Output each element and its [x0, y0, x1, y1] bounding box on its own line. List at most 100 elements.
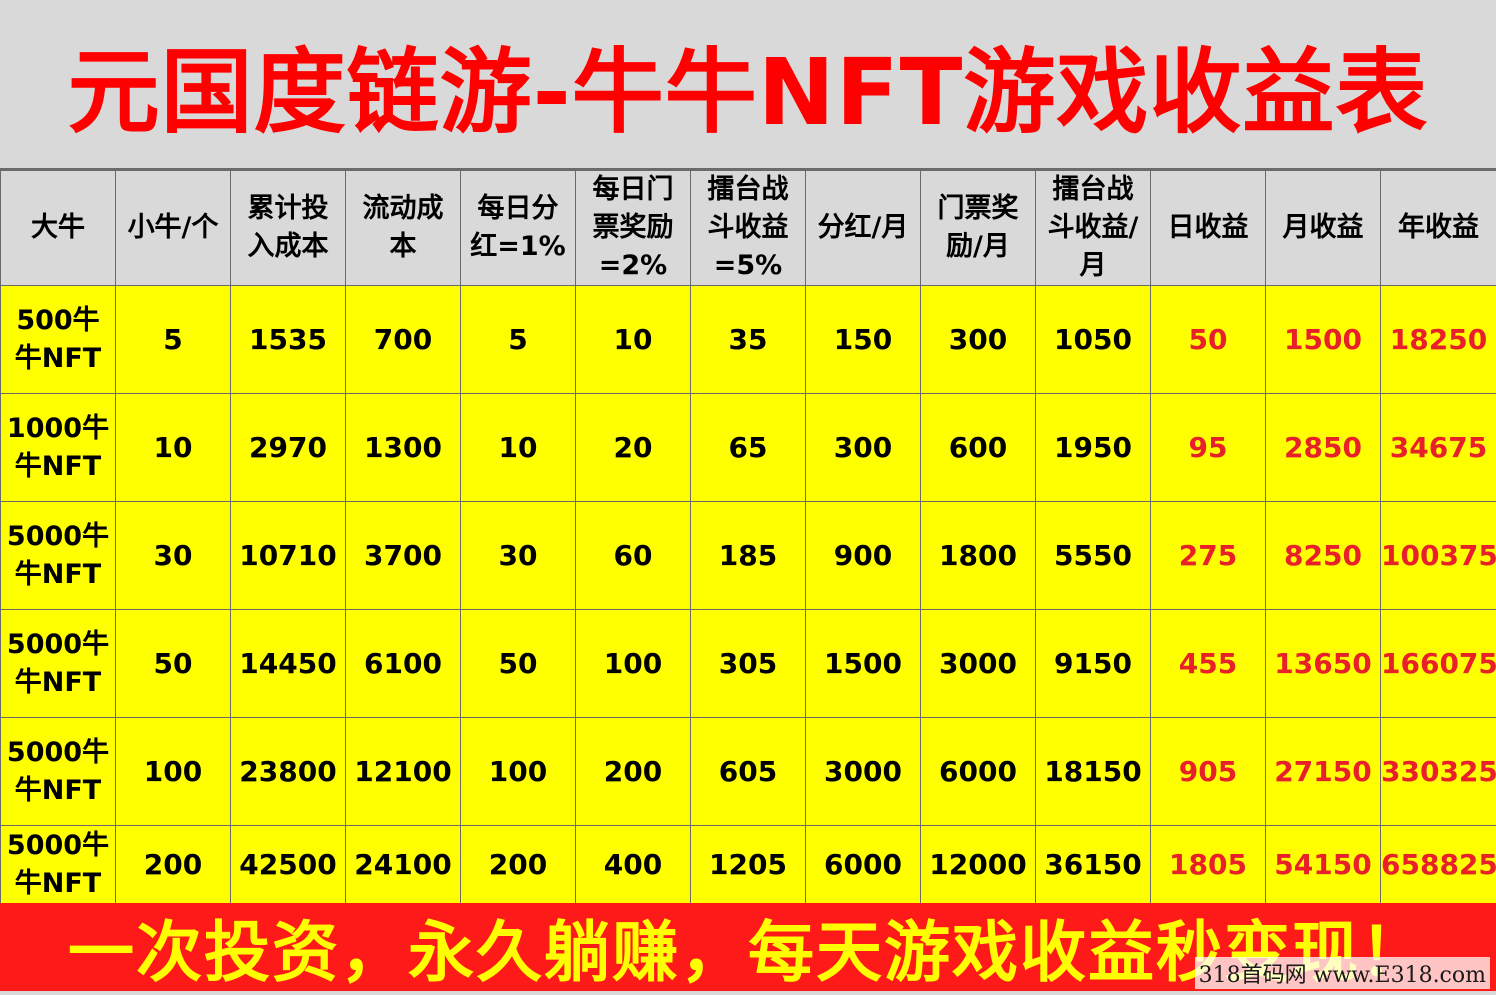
table-cell: 18150: [1036, 718, 1151, 826]
table-cell: 35: [691, 286, 806, 394]
table-cell: 24100: [346, 826, 461, 904]
table-cell: 3000: [806, 718, 921, 826]
table-cell: 9150: [1036, 610, 1151, 718]
table-cell: 95: [1151, 394, 1266, 502]
table-cell: 500牛牛NFT: [1, 286, 116, 394]
table-cell: 200: [576, 718, 691, 826]
column-header: 月收益: [1266, 171, 1381, 286]
table-cell: 5: [116, 286, 231, 394]
table-cell: 6100: [346, 610, 461, 718]
table-cell: 27150: [1266, 718, 1381, 826]
table-cell: 50: [1151, 286, 1266, 394]
table-cell: 400: [576, 826, 691, 904]
table-cell: 12100: [346, 718, 461, 826]
column-header: 日收益: [1151, 171, 1266, 286]
table-cell: 5: [461, 286, 576, 394]
table-cell: 10: [576, 286, 691, 394]
table-cell: 300: [806, 394, 921, 502]
table-cell: 600: [921, 394, 1036, 502]
table-cell: 905: [1151, 718, 1266, 826]
table-cell: 166075: [1381, 610, 1496, 718]
table-cell: 150: [806, 286, 921, 394]
table-cell: 12000: [921, 826, 1036, 904]
table-cell: 275: [1151, 502, 1266, 610]
table-cell: 20: [576, 394, 691, 502]
table-cell: 1300: [346, 394, 461, 502]
table-cell: 5000牛牛NFT: [1, 610, 116, 718]
table-cell: 14450: [231, 610, 346, 718]
column-header: 擂台战斗收益=5%: [691, 171, 806, 286]
title-band: 元国度链游-牛牛NFT游戏收益表: [0, 0, 1496, 170]
table-cell: 900: [806, 502, 921, 610]
table-cell: 185: [691, 502, 806, 610]
table-cell: 5000牛牛NFT: [1, 718, 116, 826]
column-header: 擂台战斗收益/月: [1036, 171, 1151, 286]
table-cell: 605: [691, 718, 806, 826]
table-cell: 2970: [231, 394, 346, 502]
table-cell: 13650: [1266, 610, 1381, 718]
table-cell: 30: [461, 502, 576, 610]
table-cell: 50: [461, 610, 576, 718]
table-cell: 1950: [1036, 394, 1151, 502]
table-cell: 330325: [1381, 718, 1496, 826]
table-cell: 1500: [806, 610, 921, 718]
table-cell: 42500: [231, 826, 346, 904]
table-cell: 300: [921, 286, 1036, 394]
table-cell: 60: [576, 502, 691, 610]
table-cell: 65: [691, 394, 806, 502]
table-cell: 455: [1151, 610, 1266, 718]
table-cell: 50: [116, 610, 231, 718]
table-cell: 36150: [1036, 826, 1151, 904]
table-cell: 54150: [1266, 826, 1381, 904]
table-cell: 10710: [231, 502, 346, 610]
table-cell: 2850: [1266, 394, 1381, 502]
table-cell: 6000: [806, 826, 921, 904]
table-cell: 1000牛牛NFT: [1, 394, 116, 502]
table-cell: 3700: [346, 502, 461, 610]
table-cell: 305: [691, 610, 806, 718]
table-cell: 10: [116, 394, 231, 502]
table-cell: 100375: [1381, 502, 1496, 610]
table-cell: 100: [461, 718, 576, 826]
table-cell: 100: [116, 718, 231, 826]
table-cell: 1800: [921, 502, 1036, 610]
table-cell: 18250: [1381, 286, 1496, 394]
column-header: 每日门票奖励=2%: [576, 171, 691, 286]
earnings-table: 大牛 小牛/个 累计投入成本 流动成本 每日分红=1% 每日门票奖励=2% 擂台…: [0, 170, 1496, 904]
table-header-row: 大牛 小牛/个 累计投入成本 流动成本 每日分红=1% 每日门票奖励=2% 擂台…: [1, 171, 1496, 286]
table-cell: 6000: [921, 718, 1036, 826]
column-header: 每日分红=1%: [461, 171, 576, 286]
table-cell: 1805: [1151, 826, 1266, 904]
table-cell: 3000: [921, 610, 1036, 718]
page-title: 元国度链游-牛牛NFT游戏收益表: [68, 18, 1429, 151]
column-header: 大牛: [1, 171, 116, 286]
table-cell: 1535: [231, 286, 346, 394]
table-cell: 700: [346, 286, 461, 394]
table-cell: 5000牛牛NFT: [1, 502, 116, 610]
table-cell: 8250: [1266, 502, 1381, 610]
table-cell: 100: [576, 610, 691, 718]
column-header: 累计投入成本: [231, 171, 346, 286]
column-header: 门票奖励/月: [921, 171, 1036, 286]
table-cell: 200: [461, 826, 576, 904]
table-cell: 30: [116, 502, 231, 610]
column-header: 流动成本: [346, 171, 461, 286]
table-cell: 1050: [1036, 286, 1151, 394]
table-cell: 5550: [1036, 502, 1151, 610]
table-cell: 34675: [1381, 394, 1496, 502]
table-cell: 658825: [1381, 826, 1496, 904]
table-cell: 200: [116, 826, 231, 904]
table-cell: 1205: [691, 826, 806, 904]
table-cell: 23800: [231, 718, 346, 826]
column-header: 小牛/个: [116, 171, 231, 286]
column-header: 分红/月: [806, 171, 921, 286]
column-header: 年收益: [1381, 171, 1496, 286]
watermark: 318首码网 www.E318.com: [1195, 957, 1490, 989]
table-cell: 5000牛牛NFT: [1, 826, 116, 904]
